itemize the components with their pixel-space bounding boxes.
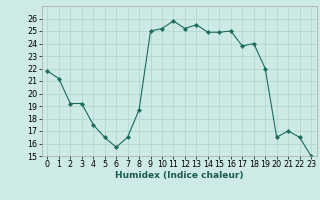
X-axis label: Humidex (Indice chaleur): Humidex (Indice chaleur): [115, 171, 244, 180]
